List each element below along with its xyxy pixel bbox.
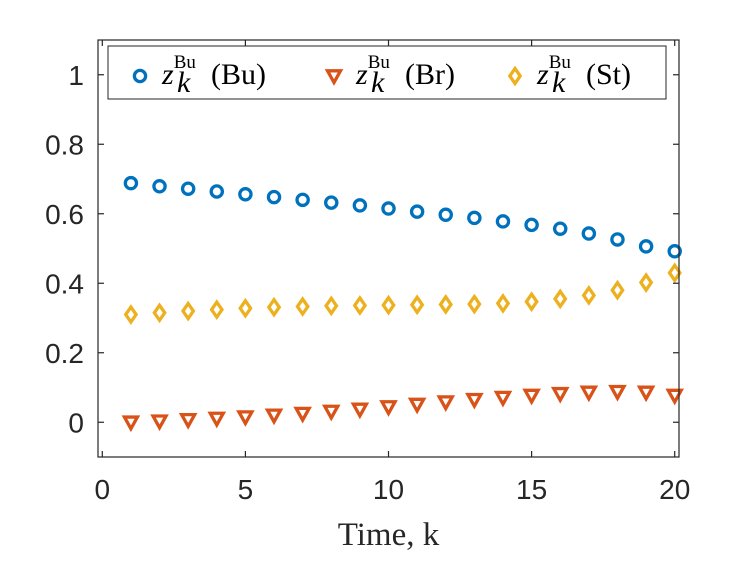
data-point xyxy=(409,294,425,316)
data-point xyxy=(381,294,396,316)
data-point xyxy=(381,201,396,216)
y-tick-label: 1 xyxy=(68,60,84,91)
data-point xyxy=(638,272,654,293)
data-point xyxy=(266,189,282,205)
data-point xyxy=(667,244,682,259)
y-tick-label: 0 xyxy=(68,407,84,438)
data-point xyxy=(180,300,196,322)
data-point xyxy=(295,296,310,317)
data-point xyxy=(524,291,539,313)
data-point xyxy=(524,217,539,233)
series-bu xyxy=(123,175,682,259)
data-point xyxy=(579,385,599,403)
legend-label: zBu k (St) xyxy=(536,52,631,99)
data-point xyxy=(178,412,198,430)
data-point xyxy=(352,198,368,213)
data-point xyxy=(350,402,370,420)
data-point xyxy=(152,302,167,324)
data-point xyxy=(121,415,141,433)
data-point xyxy=(465,392,484,410)
x-axis-title: Time, k xyxy=(338,517,440,553)
y-tick-label: 0.6 xyxy=(45,199,84,230)
data-point xyxy=(409,204,425,219)
data-point xyxy=(266,296,282,318)
legend-marker xyxy=(507,65,523,87)
data-point xyxy=(209,299,224,321)
data-point xyxy=(495,214,511,229)
data-point xyxy=(610,279,625,301)
axes: 0 5 10 15 20 0 0.2 0.4 0.6 0.8 1 xyxy=(45,39,690,505)
data-point xyxy=(293,406,312,424)
data-point xyxy=(552,221,568,236)
data-point xyxy=(264,408,284,426)
data-point xyxy=(352,295,368,316)
data-point xyxy=(236,410,255,427)
y-tick-label: 0.8 xyxy=(45,129,84,160)
data-point xyxy=(123,175,139,191)
data-point xyxy=(150,414,169,432)
data-point xyxy=(209,184,225,199)
x-tick-label: 10 xyxy=(373,474,404,505)
data-point xyxy=(238,297,253,319)
data-point xyxy=(295,192,310,208)
data-point xyxy=(608,384,627,402)
data-point xyxy=(636,385,656,403)
series-br xyxy=(121,384,685,433)
data-point xyxy=(667,262,682,284)
series-st xyxy=(123,262,682,325)
legend-label: zBu k (Br) xyxy=(355,52,455,99)
data-point xyxy=(467,293,482,315)
data-point xyxy=(123,304,139,325)
data-point xyxy=(324,295,339,317)
data-point xyxy=(436,395,456,412)
data-point xyxy=(638,239,654,254)
legend-entry: zBu k (Br) xyxy=(324,52,455,99)
data-point xyxy=(180,181,196,196)
data-point xyxy=(321,404,341,422)
data-point xyxy=(438,294,453,315)
legend-label: zBu k (Bu) xyxy=(161,52,266,99)
legend-marker xyxy=(132,68,148,84)
data-point xyxy=(610,232,625,247)
legend-entry: zBu k (St) xyxy=(507,52,631,99)
data-point xyxy=(407,397,427,415)
x-tick-label: 5 xyxy=(238,474,254,505)
data-point xyxy=(550,386,570,404)
data-point xyxy=(467,210,482,226)
data-point xyxy=(665,388,685,406)
data-point xyxy=(581,285,597,306)
data-point xyxy=(553,288,568,310)
y-tick-label: 0.4 xyxy=(45,268,84,299)
data-point xyxy=(438,207,453,223)
data-point xyxy=(238,187,253,202)
data-point xyxy=(207,411,227,429)
data-point xyxy=(522,388,541,406)
data-point xyxy=(493,390,513,408)
data-point xyxy=(152,179,167,194)
data-point xyxy=(379,400,398,417)
data-point xyxy=(495,293,511,314)
legend-entry: zBu k (Bu) xyxy=(132,52,266,99)
data-markers xyxy=(121,175,685,433)
x-tick-label: 15 xyxy=(516,474,547,505)
y-tick-label: 0.2 xyxy=(45,338,84,369)
legend-marker xyxy=(324,69,344,86)
legend-box xyxy=(107,45,667,100)
data-point xyxy=(581,226,597,241)
data-point xyxy=(324,195,339,210)
legend: zBu k (Bu) zBu k (Br) zBu k (St) xyxy=(107,45,667,100)
x-tick-label: 20 xyxy=(659,474,690,505)
x-tick-label: 0 xyxy=(95,474,111,505)
